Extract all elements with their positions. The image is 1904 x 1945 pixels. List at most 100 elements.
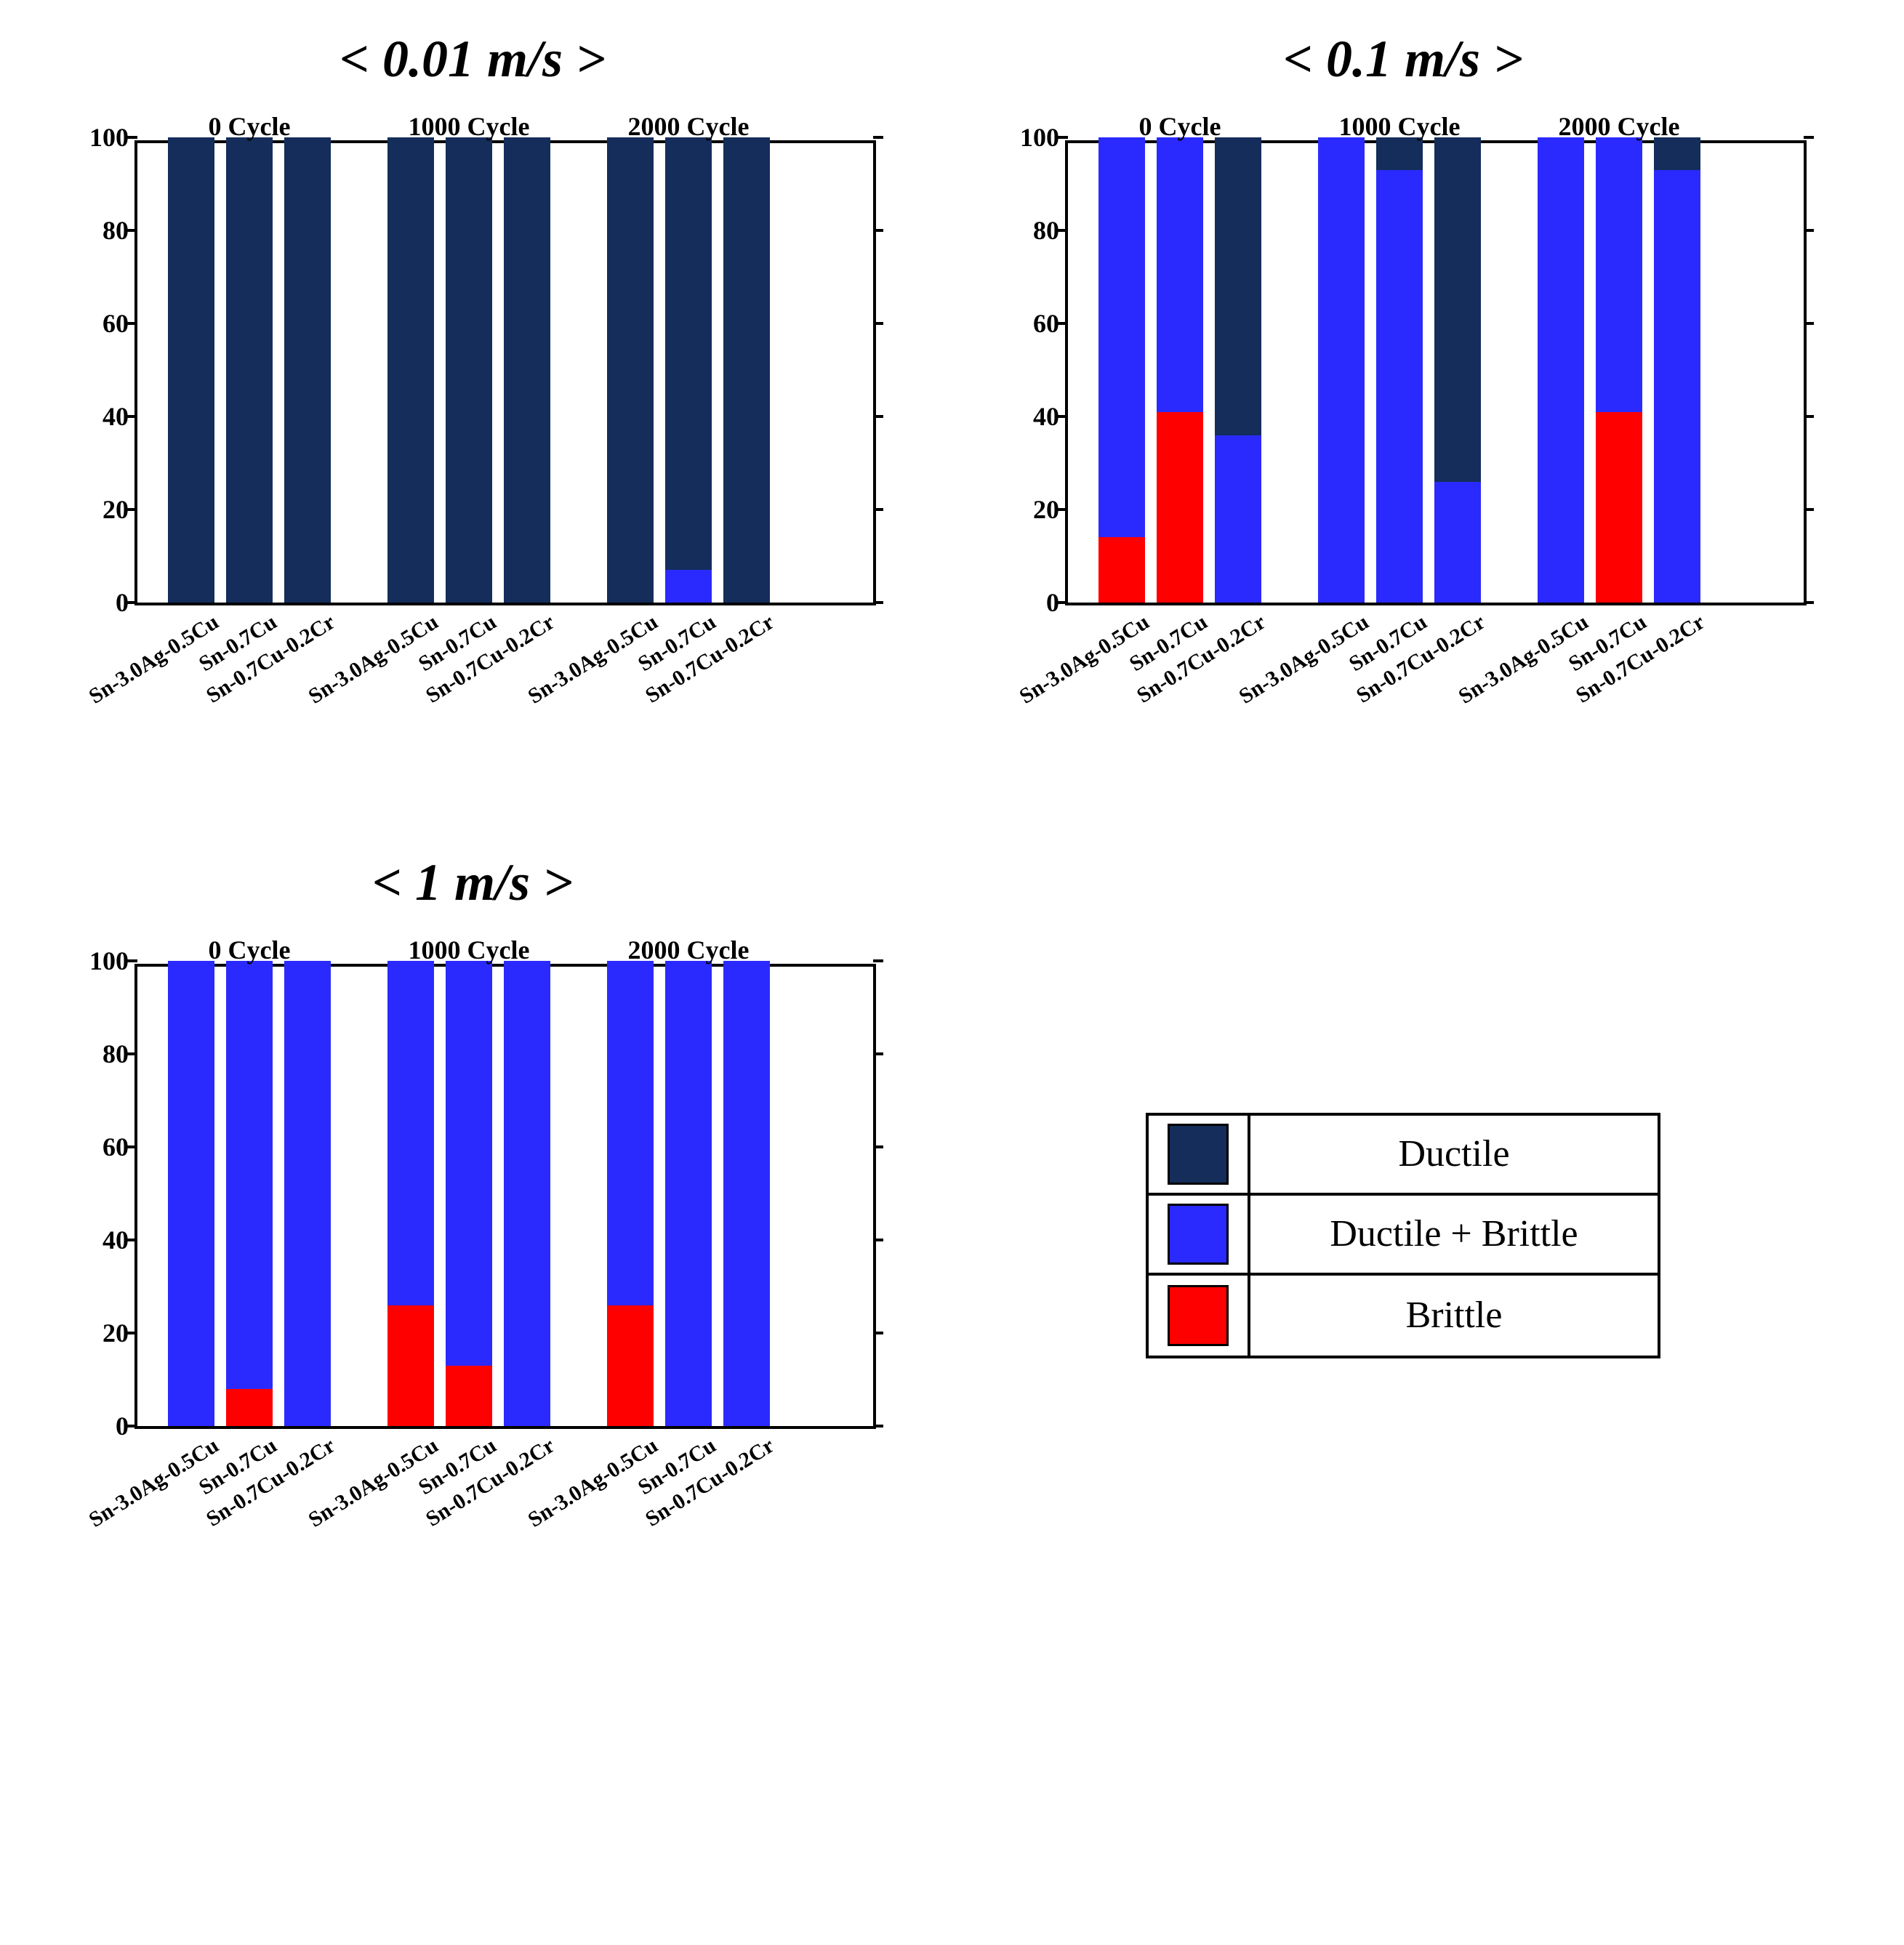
legend-cell: DuctileDuctile + BrittleBrittle: [960, 853, 1847, 1618]
y-tick-mark: [873, 601, 883, 604]
y-tick-mark: [1058, 508, 1068, 511]
chart-panel: < 1 m/s >020406080100Sn-3.0Ag-0.5CuSn-0.…: [29, 853, 916, 1618]
y-tick-mark: [873, 1239, 883, 1241]
chart-wrap: 020406080100Sn-3.0Ag-0.5CuSn-0.7CuSn-0.7…: [1000, 104, 1807, 794]
y-tick-mark: [1804, 322, 1814, 325]
bar-segment-brittle: [226, 1389, 273, 1426]
stacked-bar: [1538, 137, 1584, 603]
chart-panel: < 0.1 m/s > 020406080100Sn-3.0Ag-0.5CuSn-…: [960, 29, 1847, 794]
y-tick-mark: [1058, 322, 1068, 325]
bar-segment-ductile_brittle: [1376, 170, 1423, 603]
cycle-label: 1000 Cycle: [409, 111, 530, 142]
stacked-bar: [607, 961, 654, 1426]
plot-area: 020406080100Sn-3.0Ag-0.5CuSn-0.7CuSn-0.7…: [1065, 140, 1807, 605]
bar-segment-brittle: [387, 1305, 434, 1426]
stacked-bar: [387, 137, 434, 603]
bar-segment-ductile_brittle: [1434, 482, 1481, 603]
y-tick-mark: [1804, 136, 1814, 139]
stacked-bar: [723, 137, 770, 603]
y-tick-mark: [873, 1425, 883, 1427]
bar-segment-ductile_brittle: [1538, 137, 1584, 603]
stacked-bar: [607, 137, 654, 603]
legend-swatch-cell: [1149, 1196, 1250, 1273]
bar-segment-ductile_brittle: [665, 570, 712, 603]
bar-segment-ductile_brittle: [1596, 137, 1642, 412]
y-tick-mark: [873, 959, 883, 962]
bar-segment-ductile_brittle: [226, 961, 273, 1389]
cycle-label: 0 Cycle: [1139, 111, 1221, 142]
bar-segment-ductile_brittle: [1654, 170, 1700, 603]
y-tick-mark: [873, 415, 883, 418]
y-tick-mark: [873, 1052, 883, 1055]
stacked-bar: [665, 137, 712, 603]
legend: DuctileDuctile + BrittleBrittle: [1146, 1113, 1660, 1358]
bar-segment-ductile: [1654, 137, 1700, 170]
bar-segment-ductile_brittle: [1157, 137, 1203, 412]
bar-segment-ductile: [226, 137, 273, 603]
y-tick-mark: [127, 1332, 137, 1334]
chart-wrap: 020406080100Sn-3.0Ag-0.5CuSn-0.7CuSn-0.7…: [69, 104, 876, 794]
stacked-bar: [168, 137, 214, 603]
bar-segment-ductile_brittle: [504, 961, 550, 1426]
cycle-label: 2000 Cycle: [1559, 111, 1680, 142]
y-tick-mark: [1804, 229, 1814, 232]
stacked-bar: [226, 961, 273, 1426]
legend-swatch-cell: [1149, 1116, 1250, 1193]
stacked-bar: [1098, 137, 1145, 603]
stacked-bar: [446, 961, 492, 1426]
bar-segment-brittle: [1596, 412, 1642, 603]
bar-segment-ductile: [1434, 137, 1481, 482]
y-tick-mark: [873, 1145, 883, 1148]
bar-segment-ductile: [504, 137, 550, 603]
cycle-label: 1000 Cycle: [1339, 111, 1461, 142]
bar-segment-ductile_brittle: [1318, 137, 1365, 603]
stacked-bar: [168, 961, 214, 1426]
bar-segment-ductile: [168, 137, 214, 603]
y-tick-mark: [873, 322, 883, 325]
bar-segment-brittle: [446, 1366, 492, 1426]
y-tick-mark: [127, 1239, 137, 1241]
y-tick-mark: [127, 1145, 137, 1148]
stacked-bar: [387, 961, 434, 1426]
bar-segment-brittle: [607, 1305, 654, 1426]
bar-segment-ductile: [665, 137, 712, 570]
bar-segment-ductile: [723, 137, 770, 603]
bar-segment-ductile: [387, 137, 434, 603]
stacked-bar: [1215, 137, 1261, 603]
y-tick-mark: [1058, 415, 1068, 418]
y-tick-mark: [873, 229, 883, 232]
y-tick-mark: [127, 415, 137, 418]
legend-label: Ductile + Brittle: [1250, 1196, 1658, 1273]
stacked-bar: [665, 961, 712, 1426]
legend-row: Brittle: [1149, 1276, 1658, 1356]
bar-segment-ductile: [1215, 137, 1261, 435]
stacked-bar: [284, 137, 331, 603]
stacked-bar: [1654, 137, 1700, 603]
chart-panel: < 0.01 m/s > 020406080100Sn-3.0Ag-0.5CuSn…: [29, 29, 916, 794]
y-tick-mark: [1058, 136, 1068, 139]
stacked-bar: [1157, 137, 1203, 603]
plot-area: 020406080100Sn-3.0Ag-0.5CuSn-0.7CuSn-0.7…: [134, 140, 876, 605]
bar-segment-ductile: [446, 137, 492, 603]
legend-swatch-cell: [1149, 1276, 1250, 1356]
bar-segment-ductile_brittle: [168, 961, 214, 1426]
bar-segment-ductile_brittle: [1098, 137, 1145, 537]
stacked-bar: [226, 137, 273, 603]
legend-row: Ductile + Brittle: [1149, 1196, 1658, 1276]
panel-title: < 0.01 m/s >: [340, 29, 606, 89]
bar-segment-ductile_brittle: [1215, 435, 1261, 603]
y-tick-mark: [127, 959, 137, 962]
bar-segment-brittle: [1157, 412, 1203, 603]
bar-segment-ductile_brittle: [446, 961, 492, 1366]
panel-title: < 0.1 m/s >: [1283, 29, 1523, 89]
bar-segment-ductile_brittle: [665, 961, 712, 1426]
y-tick-mark: [127, 229, 137, 232]
legend-label: Ductile: [1250, 1116, 1658, 1193]
bar-segment-ductile_brittle: [723, 961, 770, 1426]
legend-swatch-icon: [1168, 1285, 1229, 1346]
stacked-bar: [504, 961, 550, 1426]
stacked-bar: [723, 961, 770, 1426]
y-tick-mark: [873, 136, 883, 139]
y-tick-mark: [127, 601, 137, 604]
bar-segment-ductile: [284, 137, 331, 603]
